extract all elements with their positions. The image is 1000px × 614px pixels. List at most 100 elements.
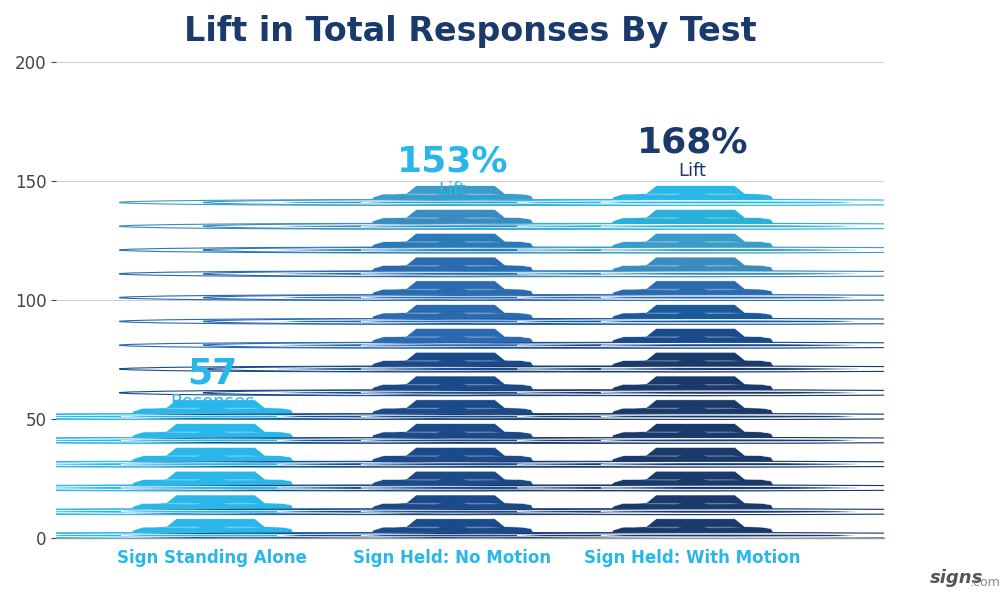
Text: 57: 57: [187, 356, 237, 390]
Circle shape: [359, 366, 933, 372]
Polygon shape: [702, 479, 742, 481]
Circle shape: [443, 438, 1000, 443]
Polygon shape: [163, 408, 202, 410]
Polygon shape: [702, 289, 742, 290]
Polygon shape: [222, 432, 262, 433]
Polygon shape: [462, 384, 502, 386]
Text: 168%: 168%: [637, 125, 748, 160]
Polygon shape: [643, 527, 682, 528]
Circle shape: [203, 461, 777, 467]
Circle shape: [601, 487, 859, 489]
Circle shape: [203, 414, 777, 419]
Circle shape: [361, 225, 619, 228]
Circle shape: [361, 249, 619, 251]
Circle shape: [203, 509, 777, 515]
Polygon shape: [643, 384, 682, 386]
Polygon shape: [370, 281, 534, 299]
Polygon shape: [702, 432, 742, 433]
Polygon shape: [403, 479, 442, 481]
Circle shape: [203, 485, 777, 491]
Circle shape: [119, 223, 693, 229]
Polygon shape: [370, 471, 534, 489]
Text: Lift: Lift: [438, 181, 466, 199]
Circle shape: [443, 461, 1000, 467]
Polygon shape: [610, 376, 774, 394]
Circle shape: [361, 534, 619, 537]
Circle shape: [203, 223, 777, 229]
Polygon shape: [643, 503, 682, 505]
Circle shape: [0, 414, 537, 419]
Polygon shape: [163, 479, 202, 481]
Circle shape: [119, 271, 693, 277]
Polygon shape: [370, 257, 534, 275]
Polygon shape: [130, 448, 294, 465]
Polygon shape: [370, 233, 534, 252]
Polygon shape: [462, 289, 502, 290]
Circle shape: [37, 487, 296, 489]
Circle shape: [443, 271, 1000, 277]
Circle shape: [119, 509, 693, 515]
Polygon shape: [403, 336, 442, 338]
Text: signs: signs: [930, 569, 983, 588]
Circle shape: [359, 485, 933, 491]
Circle shape: [443, 319, 1000, 324]
Polygon shape: [403, 503, 442, 505]
Circle shape: [359, 509, 933, 515]
Polygon shape: [403, 432, 442, 433]
Circle shape: [601, 320, 859, 323]
Polygon shape: [702, 313, 742, 314]
Circle shape: [0, 485, 453, 491]
Circle shape: [517, 487, 775, 489]
Circle shape: [443, 366, 1000, 372]
Circle shape: [517, 201, 775, 204]
Circle shape: [121, 487, 379, 489]
Circle shape: [359, 414, 933, 419]
Polygon shape: [702, 456, 742, 457]
Circle shape: [443, 390, 1000, 395]
Circle shape: [361, 487, 619, 489]
Polygon shape: [610, 448, 774, 465]
Circle shape: [277, 368, 535, 370]
Circle shape: [0, 438, 537, 443]
Circle shape: [361, 201, 619, 204]
Polygon shape: [643, 336, 682, 338]
Circle shape: [203, 533, 777, 538]
Circle shape: [359, 533, 933, 538]
Polygon shape: [702, 241, 742, 243]
Circle shape: [119, 461, 693, 467]
Circle shape: [203, 271, 777, 277]
Circle shape: [0, 461, 537, 467]
Polygon shape: [222, 527, 262, 528]
Circle shape: [37, 534, 296, 537]
Polygon shape: [370, 328, 534, 347]
Text: .com: .com: [970, 577, 1000, 589]
Circle shape: [119, 390, 693, 395]
Text: 153%: 153%: [397, 144, 508, 179]
Circle shape: [443, 414, 1000, 419]
Circle shape: [277, 463, 535, 465]
Circle shape: [601, 392, 859, 394]
Circle shape: [443, 485, 1000, 491]
Circle shape: [361, 368, 619, 370]
Polygon shape: [163, 432, 202, 433]
Polygon shape: [643, 193, 682, 195]
Circle shape: [203, 319, 777, 324]
Polygon shape: [643, 360, 682, 362]
Polygon shape: [462, 527, 502, 528]
Polygon shape: [643, 217, 682, 219]
Polygon shape: [130, 495, 294, 513]
Circle shape: [277, 225, 535, 228]
Circle shape: [601, 344, 859, 346]
Polygon shape: [702, 265, 742, 266]
Circle shape: [37, 463, 296, 465]
Polygon shape: [163, 456, 202, 457]
Polygon shape: [610, 495, 774, 513]
Circle shape: [119, 485, 693, 491]
Polygon shape: [702, 217, 742, 219]
Polygon shape: [643, 241, 682, 243]
Circle shape: [37, 415, 296, 418]
Circle shape: [443, 295, 1000, 300]
Circle shape: [517, 439, 775, 441]
Polygon shape: [462, 313, 502, 314]
Circle shape: [359, 319, 933, 324]
